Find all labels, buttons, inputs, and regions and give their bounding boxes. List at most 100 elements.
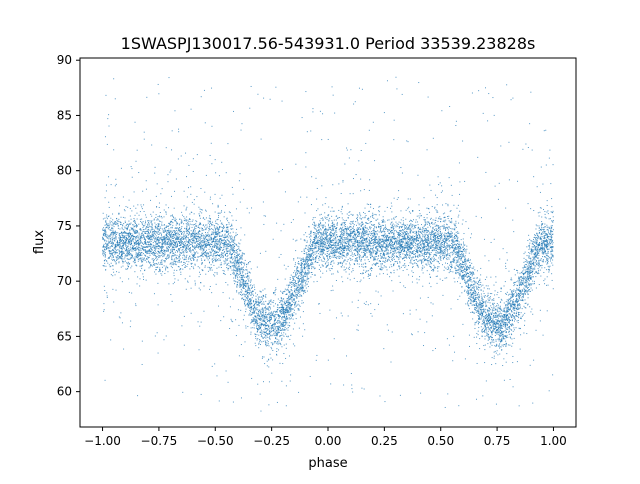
data-point (141, 260, 143, 262)
data-point (230, 225, 232, 227)
data-point (312, 223, 314, 225)
data-point (232, 270, 234, 272)
data-point (275, 330, 277, 332)
data-point (173, 255, 175, 257)
data-point (131, 228, 133, 230)
data-point (471, 311, 473, 313)
data-point (394, 243, 395, 245)
data-point (515, 315, 517, 317)
data-point (356, 214, 358, 216)
data-point (529, 269, 531, 271)
data-point (253, 319, 255, 321)
data-point (126, 262, 128, 264)
data-point (326, 265, 328, 267)
data-point (165, 265, 167, 267)
data-point (262, 356, 264, 358)
data-point (433, 244, 435, 246)
data-point (221, 234, 223, 236)
data-point (351, 221, 353, 223)
data-point (232, 298, 234, 300)
data-point (331, 86, 333, 88)
data-point (488, 296, 490, 298)
data-point (535, 236, 537, 238)
data-point (322, 226, 324, 228)
data-point (482, 305, 484, 307)
data-point (430, 226, 432, 228)
data-point (526, 284, 528, 286)
data-point (250, 311, 252, 313)
data-point (493, 238, 495, 240)
data-point (136, 241, 138, 243)
data-point (365, 248, 367, 250)
data-point (225, 224, 227, 226)
data-point (493, 305, 495, 307)
data-point (151, 252, 153, 254)
data-point (367, 273, 369, 275)
data-point (170, 265, 172, 267)
data-point (252, 313, 254, 315)
data-point (184, 217, 186, 219)
data-point (362, 243, 364, 245)
data-point (150, 230, 152, 232)
data-point (358, 266, 360, 268)
data-point (155, 269, 157, 271)
data-point (338, 241, 340, 243)
data-point (143, 246, 145, 248)
data-point (250, 327, 252, 329)
data-point (178, 228, 180, 230)
data-point (118, 316, 120, 318)
data-point (126, 253, 128, 255)
data-point (502, 330, 504, 332)
data-point (223, 225, 225, 227)
data-point (393, 265, 395, 267)
data-point (432, 303, 434, 305)
data-point (189, 213, 191, 215)
data-point (243, 274, 245, 276)
data-point (314, 222, 316, 224)
data-point (131, 228, 133, 230)
data-point (320, 232, 322, 234)
data-point (526, 291, 528, 293)
data-point (511, 292, 513, 294)
data-point (469, 289, 471, 291)
data-point (514, 309, 516, 311)
data-point (118, 237, 120, 239)
data-point (526, 287, 528, 289)
data-point (340, 223, 342, 225)
data-point (229, 257, 231, 259)
data-point (504, 315, 506, 317)
data-point (120, 216, 122, 218)
data-point (425, 232, 427, 234)
data-point (341, 234, 343, 236)
data-point (143, 235, 145, 237)
data-point (125, 235, 127, 237)
data-point (219, 225, 221, 227)
data-point (182, 391, 184, 393)
data-point (427, 244, 429, 246)
data-point (111, 255, 113, 257)
data-point (153, 259, 155, 261)
data-point (479, 314, 481, 316)
data-point (427, 244, 429, 246)
data-point (208, 248, 210, 250)
data-point (257, 316, 259, 318)
data-point (339, 240, 341, 242)
data-point (378, 214, 380, 216)
data-point (465, 258, 467, 260)
data-point (282, 311, 284, 313)
data-point (268, 329, 270, 331)
data-point (446, 250, 448, 252)
data-point (313, 274, 315, 276)
data-point (109, 225, 111, 227)
data-point (244, 262, 246, 264)
data-point (392, 235, 394, 237)
data-point (552, 247, 554, 249)
data-point (345, 229, 347, 231)
data-point (307, 249, 309, 251)
data-point (319, 232, 321, 234)
data-point (246, 294, 248, 296)
data-point (439, 250, 441, 252)
data-point (340, 193, 342, 194)
data-point (323, 265, 325, 267)
data-point (485, 315, 487, 317)
